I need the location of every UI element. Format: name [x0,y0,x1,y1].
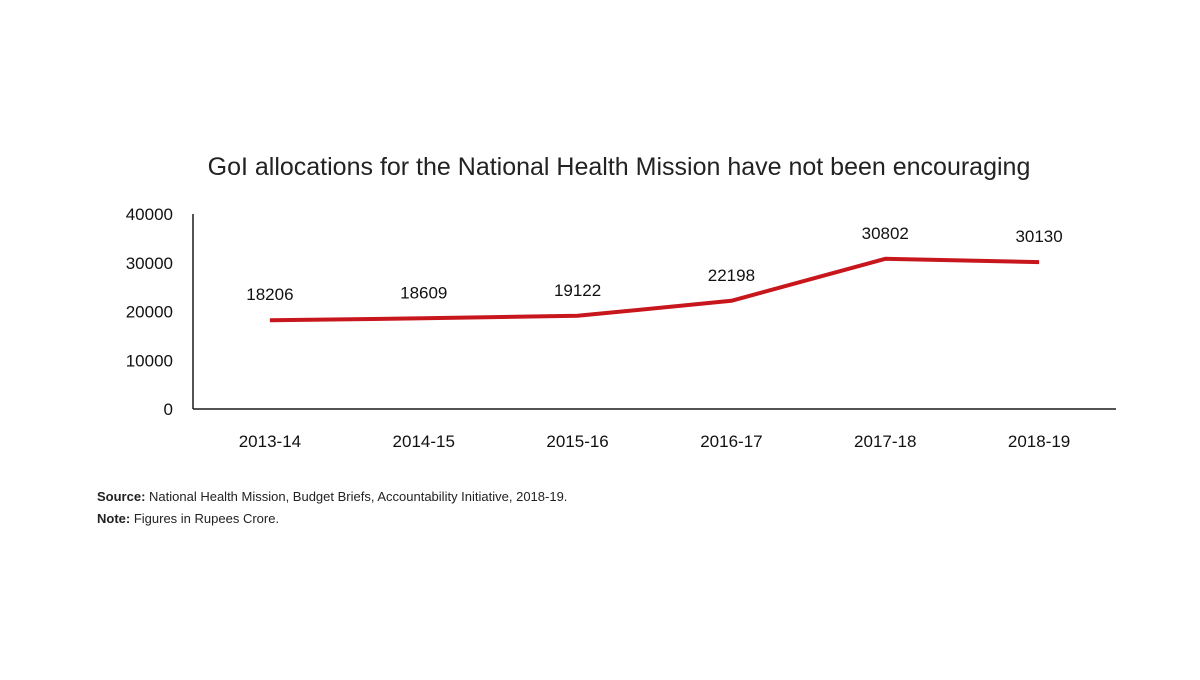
data-label: 18609 [400,283,447,302]
note-line: Note: Figures in Rupees Crore. [97,508,567,530]
y-tick-label: 40000 [126,205,173,224]
chart-title: GoI allocations for the National Health … [208,153,1031,181]
source-label: Source: [97,489,145,504]
x-axis-ticks: 2013-14 2014-15 2015-16 2016-17 2017-18 2018-… [239,432,1071,451]
y-tick-label: 30000 [126,254,173,273]
data-label: 30130 [1015,227,1062,246]
x-tick-label: 2017-18 [854,432,916,451]
x-tick-label: 2014-15 [393,432,455,451]
data-label: 19122 [554,281,601,300]
series-line [270,259,1039,320]
source-line: Source: National Health Mission, Budget … [97,486,567,508]
note-label: Note: [97,511,130,526]
chart-notes: Source: National Health Mission, Budget … [97,486,567,530]
data-labels: 18206 18609 19122 22198 30802 30130 [246,224,1062,304]
data-label: 22198 [708,266,755,285]
note-text: Figures in Rupees Crore. [130,511,279,526]
series-layer [270,259,1039,321]
y-tick-label: 10000 [126,351,173,370]
x-tick-label: 2018-19 [1008,432,1070,451]
y-tick-label: 20000 [126,303,173,322]
data-label: 18206 [246,285,293,304]
y-axis-ticks: 0 10000 20000 30000 40000 [126,205,173,419]
data-label: 30802 [862,224,909,243]
source-text: National Health Mission, Budget Briefs, … [145,489,567,504]
y-tick-label: 0 [164,400,173,419]
x-tick-label: 2013-14 [239,432,301,451]
x-tick-label: 2016-17 [700,432,762,451]
x-tick-label: 2015-16 [546,432,608,451]
